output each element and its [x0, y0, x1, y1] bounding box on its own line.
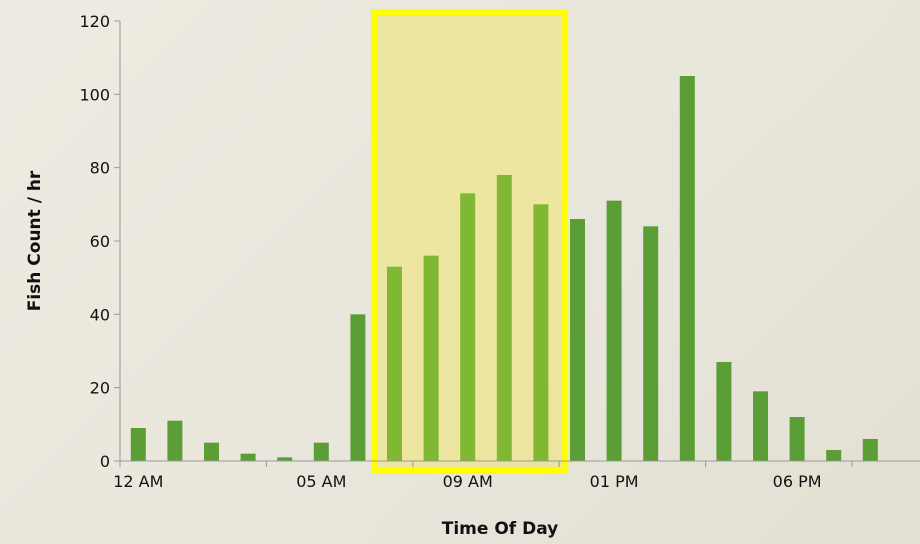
- bar-04-am: [277, 457, 293, 461]
- x-tick-label: 05 AM: [296, 472, 346, 491]
- bar-07-pm: [826, 450, 842, 461]
- bar-04-pm: [716, 362, 732, 461]
- y-tick-label: 80: [90, 159, 110, 178]
- y-tick-label: 20: [90, 379, 110, 398]
- y-axis-title: Fish Count / hr: [25, 170, 45, 311]
- bar-12-am: [130, 428, 146, 461]
- bar-group: [130, 76, 878, 462]
- bar-01-am: [167, 420, 183, 461]
- bar-02-pm: [643, 226, 659, 461]
- x-tick-label: 09 AM: [443, 472, 493, 491]
- x-tick-label: 12 AM: [113, 472, 163, 491]
- bar-12-pm: [570, 219, 585, 461]
- bar-06-am: [350, 314, 366, 461]
- bar-03-am: [240, 453, 256, 461]
- x-tick-label: 01 PM: [590, 472, 639, 491]
- bar-10-am: [496, 175, 512, 461]
- y-tick-label: 100: [79, 85, 110, 104]
- bar-11-am: [533, 204, 549, 462]
- y-tick-label: 60: [90, 232, 110, 251]
- y-tick-label: 0: [100, 452, 110, 471]
- bar-05-pm: [753, 391, 768, 461]
- y-tick-group: 0 20 40 60 80 100 120: [79, 12, 120, 471]
- bar-05-am: [313, 442, 329, 461]
- bar-07-am: [387, 266, 402, 461]
- y-tick-label: 120: [79, 12, 110, 31]
- y-tick-label: 40: [90, 305, 110, 324]
- x-tick-label: 06 PM: [773, 472, 822, 491]
- bar-06-pm: [789, 417, 805, 461]
- bar-09-am: [460, 193, 476, 462]
- bar-08-pm: [862, 439, 878, 461]
- bar-08-am: [423, 255, 439, 461]
- bar-02-am: [204, 442, 219, 461]
- bar-03-pm: [679, 76, 695, 461]
- x-axis-title: Time Of Day: [442, 519, 559, 539]
- bar-01-pm: [606, 200, 622, 461]
